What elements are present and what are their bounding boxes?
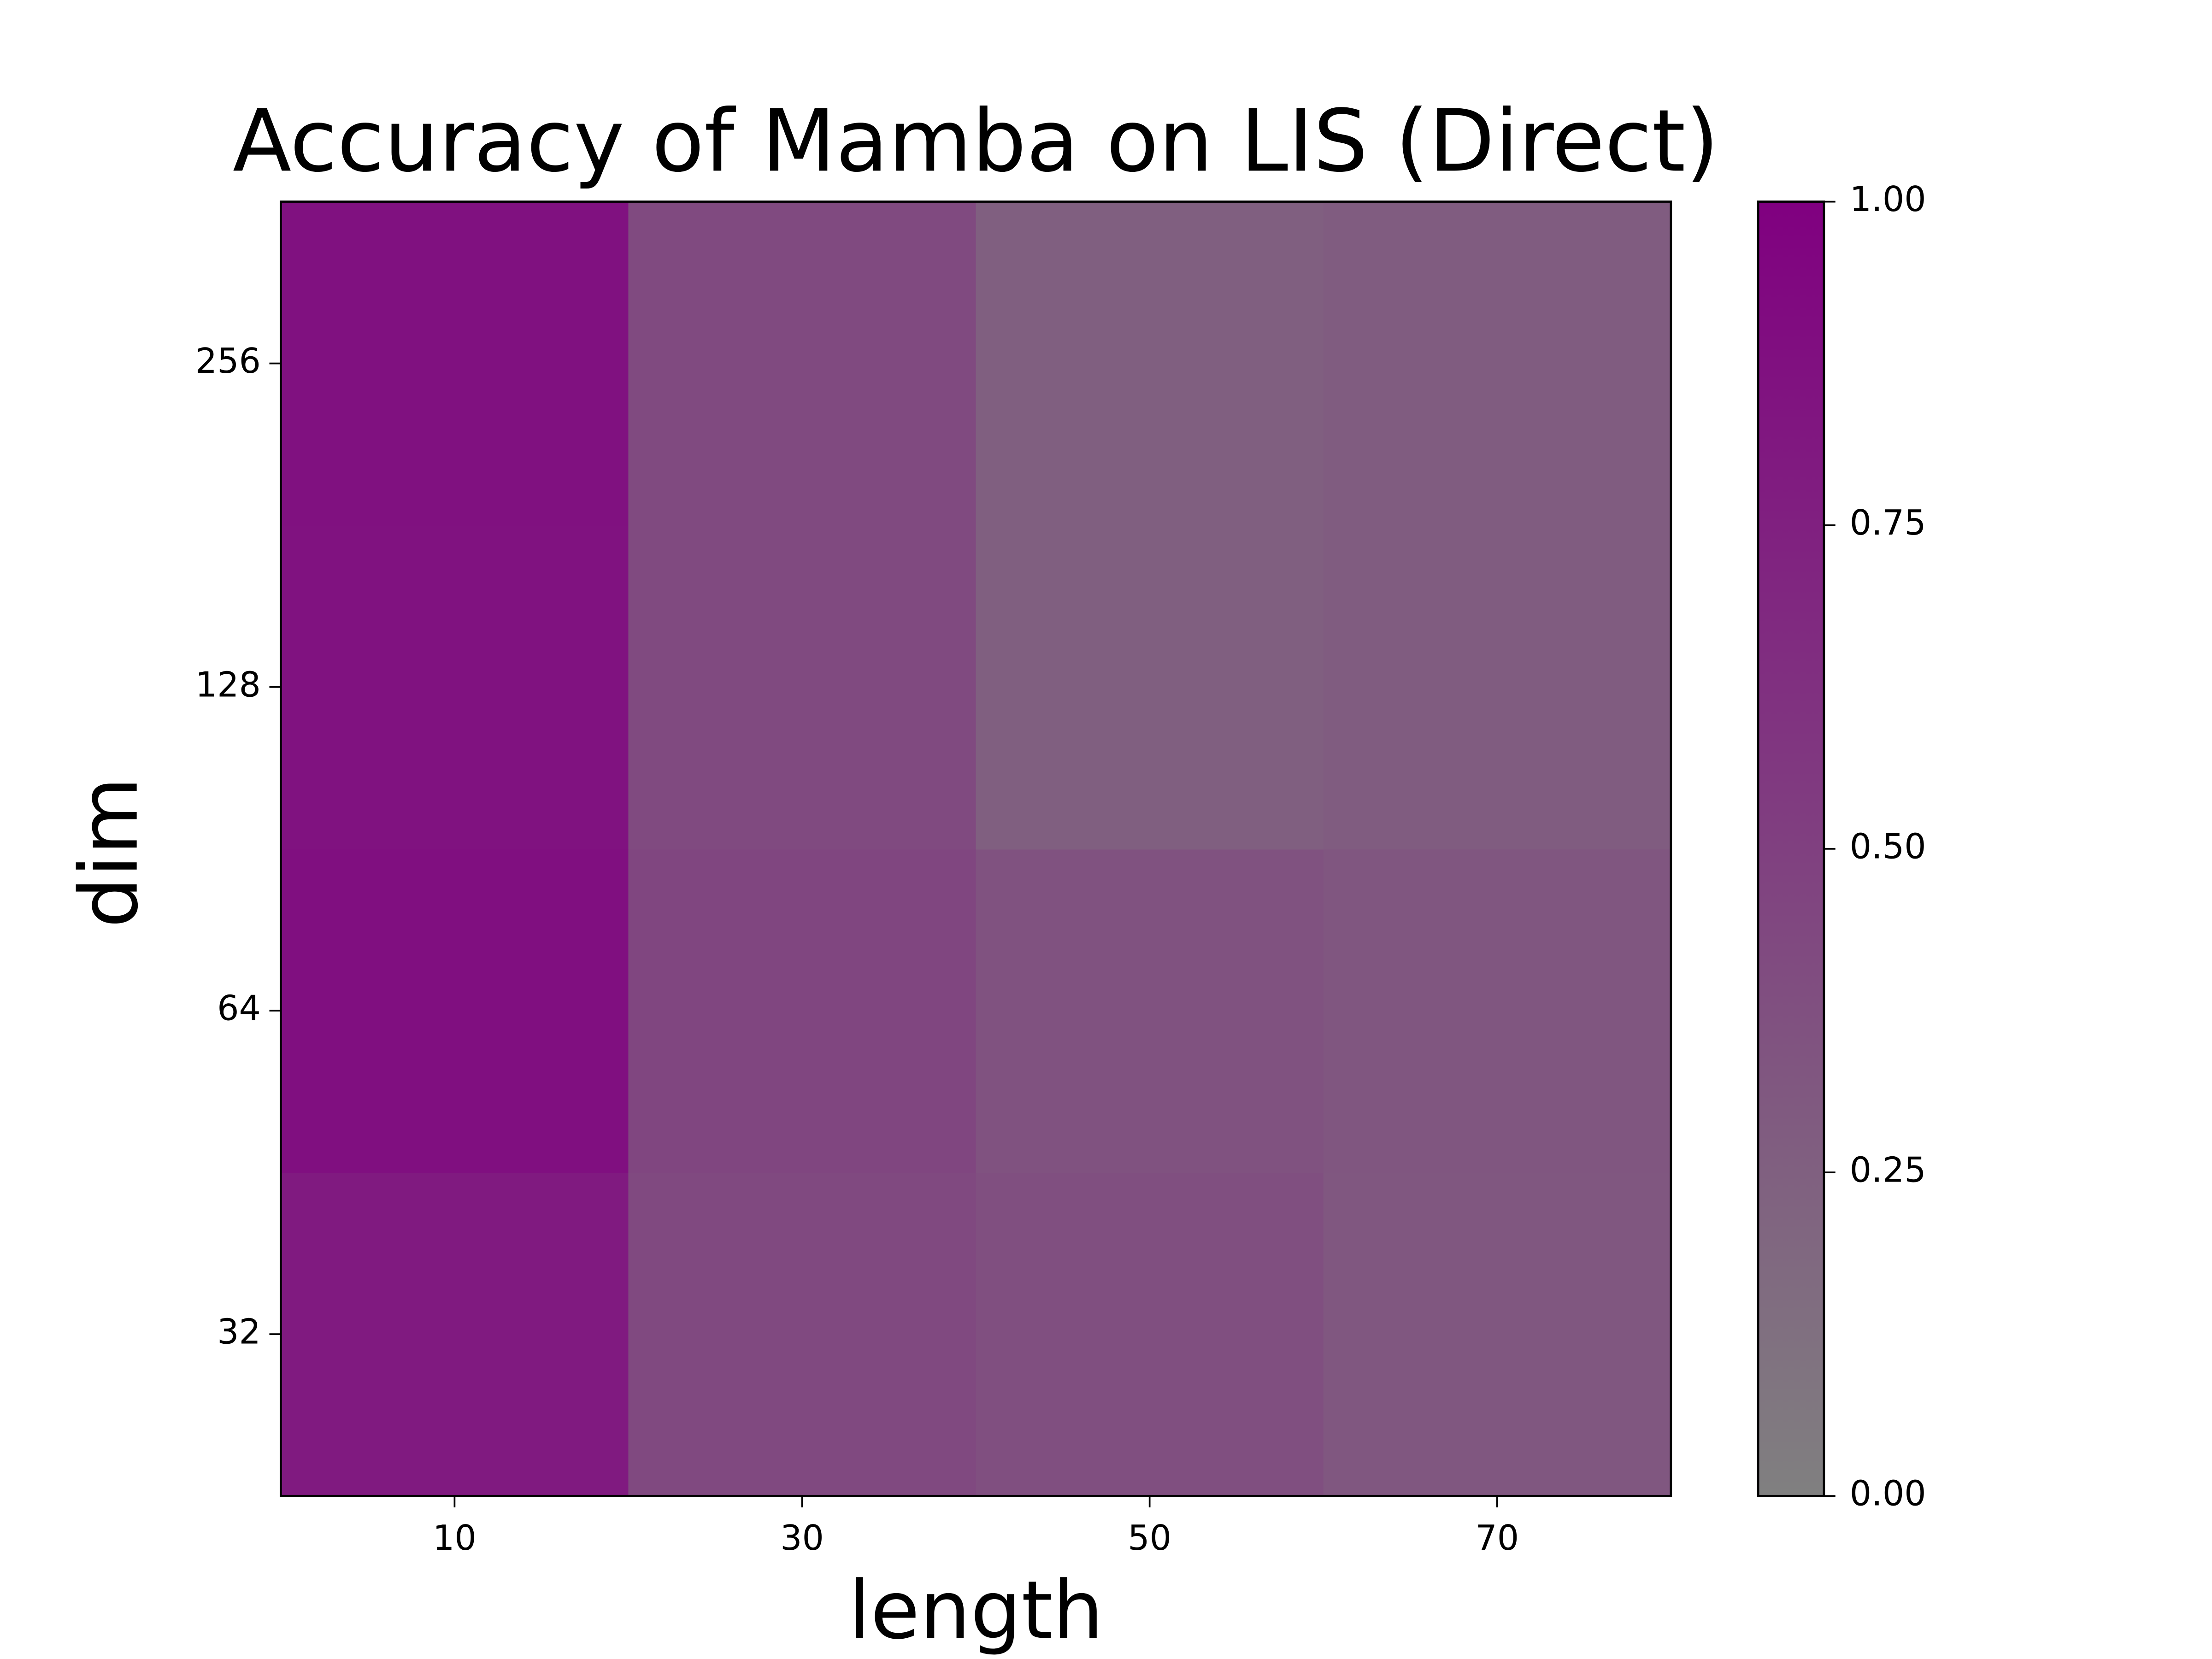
heatmap-cell (628, 1172, 977, 1497)
colorbar-tick-label: 0.50 (1850, 826, 1926, 866)
colorbar-tick-label: 0.75 (1850, 503, 1926, 543)
heatmap-cell (976, 848, 1324, 1173)
x-tick-label: 50 (1128, 1518, 1171, 1558)
heatmap-cell (281, 848, 629, 1173)
heatmap-cell (976, 525, 1324, 850)
y-tick-label: 32 (217, 1312, 261, 1352)
heatmap-cell (628, 525, 977, 850)
colorbar-tick-label: 0.00 (1850, 1474, 1926, 1514)
heatmap-cell (281, 1172, 629, 1497)
colorbar (1757, 200, 1825, 1497)
plot-frame (279, 200, 1672, 1497)
x-tick-label: 70 (1475, 1518, 1519, 1558)
y-tick-label: 256 (195, 341, 261, 381)
heatmap-cell (628, 201, 977, 526)
heatmap-cell (976, 1172, 1324, 1497)
heatmap-cell (976, 201, 1324, 526)
heatmap-cell (1323, 525, 1672, 850)
y-tick-label: 64 (217, 988, 261, 1028)
heatmap-cell (1323, 848, 1672, 1173)
chart-title: Accuracy of Mamba on LIS (Direct) (233, 91, 1719, 191)
heatmap-cell (1323, 201, 1672, 526)
colorbar-tick-label: 1.00 (1850, 179, 1926, 219)
x-axis-label: length (848, 1564, 1104, 1657)
y-tick-label: 128 (195, 665, 261, 705)
colorbar-tick-label: 0.25 (1850, 1150, 1926, 1190)
x-tick-label: 30 (780, 1518, 824, 1558)
heatmap-cell (281, 525, 629, 850)
x-tick-label: 10 (433, 1518, 477, 1558)
y-axis-label: dim (63, 777, 156, 928)
heatmap-cell (628, 848, 977, 1173)
heatmap-cell (1323, 1172, 1672, 1497)
heatmap-cell (281, 201, 629, 526)
